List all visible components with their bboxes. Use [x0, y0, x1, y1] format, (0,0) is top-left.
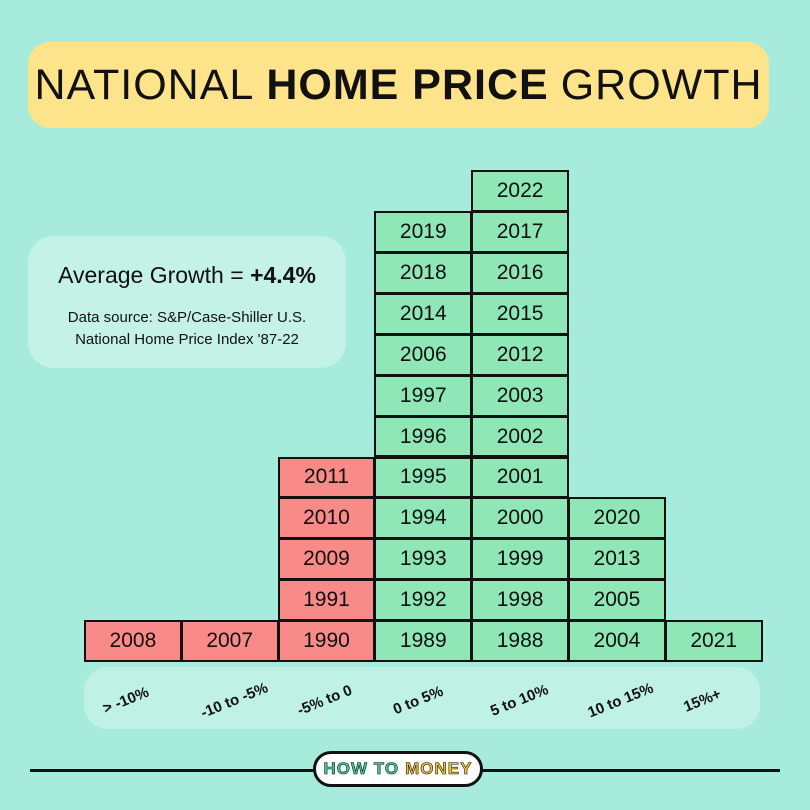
year-cell-2002: 2002	[471, 415, 569, 458]
year-cell-2006: 2006	[374, 333, 473, 376]
title-part-2: GROWTH	[560, 60, 763, 109]
year-cell-2011: 2011	[277, 456, 376, 499]
how-to-money-logo: HOW TO MONEY	[313, 751, 483, 787]
year-cell-2015: 2015	[471, 292, 569, 335]
title-part-bold: HOME PRICE	[266, 60, 549, 109]
year-cell-2007: 2007	[180, 620, 279, 662]
year-cell-2013: 2013	[568, 538, 666, 581]
year-cell-1989: 1989	[374, 620, 473, 662]
average-growth: Average Growth = +4.4%	[28, 262, 346, 289]
year-cell-1998: 1998	[471, 579, 569, 622]
year-cell-2001: 2001	[471, 456, 569, 499]
year-cell-1993: 1993	[374, 538, 473, 581]
year-cell-1995: 1995	[374, 456, 473, 499]
year-cell-1990: 1990	[277, 620, 376, 662]
year-cell-2004: 2004	[568, 620, 666, 662]
year-cell-2022: 2022	[471, 170, 569, 213]
year-cell-2000: 2000	[471, 497, 569, 540]
year-cell-2018: 2018	[374, 252, 473, 294]
year-cell-2005: 2005	[568, 579, 666, 622]
year-cell-2019: 2019	[374, 211, 473, 253]
title-part-1: NATIONAL	[34, 60, 255, 109]
x-axis-band	[84, 667, 760, 729]
year-cell-2020: 2020	[568, 497, 666, 540]
average-label: Average Growth =	[58, 262, 251, 288]
year-cell-2003: 2003	[471, 374, 569, 417]
year-cell-2017: 2017	[471, 211, 569, 253]
average-value: +4.4%	[250, 262, 316, 288]
source-line-2: National Home Price Index '87-22	[75, 331, 299, 348]
year-cell-1994: 1994	[374, 497, 473, 540]
year-cell-1996: 1996	[374, 415, 473, 458]
year-cell-1988: 1988	[471, 620, 569, 662]
year-cell-2008: 2008	[84, 620, 182, 662]
year-cell-2021: 2021	[664, 620, 763, 662]
year-cell-1991: 1991	[277, 579, 376, 622]
logo-part-2: MONEY	[405, 759, 473, 779]
logo-part-1: HOW TO	[323, 759, 400, 779]
year-cell-2010: 2010	[277, 497, 376, 540]
chart-title: NATIONAL HOME PRICE GROWTH	[28, 42, 769, 128]
year-cell-2009: 2009	[277, 538, 376, 581]
year-cell-1997: 1997	[374, 374, 473, 417]
info-box: Average Growth = +4.4% Data source: S&P/…	[28, 236, 346, 368]
data-source: Data source: S&P/Case-Shiller U.S. Natio…	[28, 307, 346, 351]
year-cell-1992: 1992	[374, 579, 473, 622]
year-cell-2014: 2014	[374, 292, 473, 335]
year-cell-1999: 1999	[471, 538, 569, 581]
year-cell-2016: 2016	[471, 252, 569, 294]
source-line-1: Data source: S&P/Case-Shiller U.S.	[67, 309, 307, 326]
year-cell-2012: 2012	[471, 333, 569, 376]
